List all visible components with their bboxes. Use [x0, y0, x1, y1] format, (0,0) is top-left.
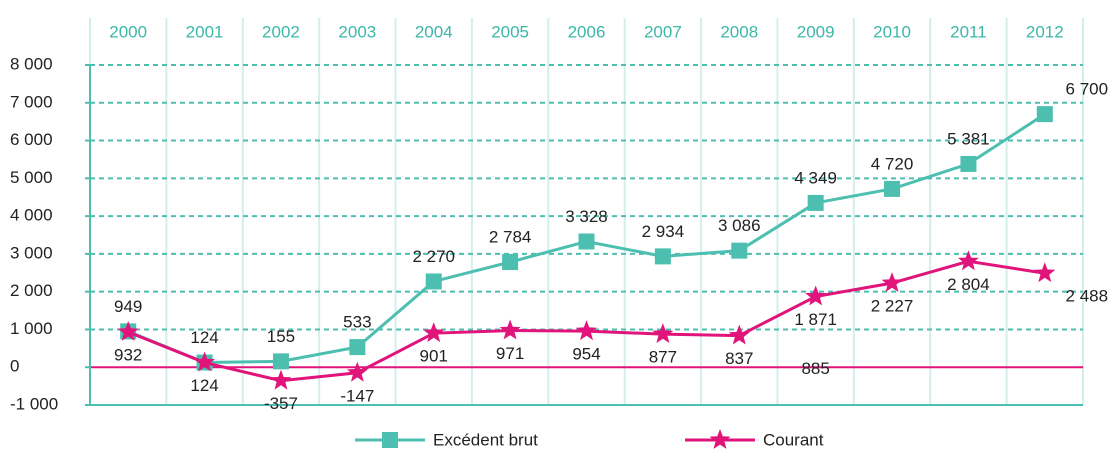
marker — [1034, 262, 1056, 283]
data-label: 932 — [114, 345, 142, 364]
x-tick-label: 2011 — [950, 22, 987, 41]
x-tick-label: 2009 — [797, 22, 835, 41]
data-label: 2 227 — [871, 297, 914, 316]
marker — [272, 353, 289, 370]
x-tick-label: 2010 — [873, 22, 911, 41]
y-tick-label: 3 000 — [10, 243, 53, 262]
marker — [576, 320, 597, 341]
legend-label: Excédent brut — [433, 430, 538, 449]
data-label: 5 381 — [947, 129, 990, 148]
data-label: 949 — [114, 297, 142, 316]
marker — [194, 351, 215, 372]
y-tick-label: 1 000 — [10, 319, 53, 338]
marker — [425, 273, 442, 290]
data-label: 2 804 — [947, 275, 990, 294]
data-label: -357 — [264, 394, 298, 413]
data-label: 155 — [267, 327, 295, 346]
x-tick-label: 2008 — [720, 22, 758, 41]
data-label: 4 720 — [871, 154, 914, 173]
y-tick-label: 6 000 — [10, 130, 53, 149]
marker — [1036, 106, 1053, 123]
marker — [578, 233, 595, 250]
data-label: 124 — [190, 328, 218, 347]
x-tick-label: 2004 — [415, 22, 453, 41]
marker — [502, 254, 519, 271]
data-label: 2 784 — [489, 228, 532, 247]
data-label: 124 — [190, 376, 218, 395]
data-label: 1 871 — [794, 310, 837, 329]
data-label: 2 934 — [642, 222, 685, 241]
data-label: 901 — [420, 347, 448, 366]
marker — [960, 155, 977, 172]
data-label: 2 488 — [1066, 287, 1109, 306]
data-label: 3 328 — [565, 207, 608, 226]
marker — [346, 361, 368, 382]
y-tick-label: 2 000 — [10, 281, 53, 300]
marker — [805, 285, 827, 306]
x-tick-label: 2006 — [568, 22, 606, 41]
marker — [728, 324, 750, 345]
marker — [423, 322, 445, 343]
y-tick-label: 7 000 — [10, 92, 53, 111]
x-tick-label: 2000 — [109, 22, 147, 41]
x-tick-label: 2007 — [644, 22, 682, 41]
x-tick-label: 2002 — [262, 22, 300, 41]
x-tick-label: 2005 — [491, 22, 529, 41]
data-label: 971 — [496, 344, 524, 363]
data-label: 533 — [343, 313, 371, 332]
marker — [270, 369, 292, 390]
x-tick-label: 2012 — [1026, 22, 1064, 41]
annotation: 885 — [801, 359, 829, 378]
x-tick-label: 2003 — [338, 22, 376, 41]
marker — [884, 180, 901, 197]
data-label: 837 — [725, 349, 753, 368]
marker — [652, 323, 674, 343]
data-label: 954 — [572, 345, 600, 364]
marker — [499, 319, 521, 340]
y-tick-label: 5 000 — [10, 168, 53, 187]
marker — [349, 339, 366, 356]
data-label: 4 349 — [794, 168, 837, 187]
marker — [807, 194, 824, 211]
y-tick-label: 8 000 — [10, 54, 53, 73]
data-label: -147 — [340, 386, 374, 405]
marker — [382, 432, 398, 448]
marker — [958, 250, 979, 271]
legend-label: Courant — [763, 430, 824, 449]
marker — [654, 248, 671, 265]
data-label: 2 270 — [412, 247, 455, 266]
y-tick-label: 4 000 — [10, 206, 53, 225]
marker — [117, 321, 139, 341]
marker — [881, 272, 903, 292]
marker — [709, 429, 731, 449]
y-tick-label: 0 — [10, 357, 19, 376]
y-tick-label: -1 000 — [10, 394, 58, 413]
data-label: 6 700 — [1066, 80, 1109, 99]
data-label: 877 — [649, 348, 677, 367]
x-tick-label: 2001 — [186, 22, 224, 41]
marker — [731, 242, 748, 259]
data-label: 3 086 — [718, 216, 761, 235]
